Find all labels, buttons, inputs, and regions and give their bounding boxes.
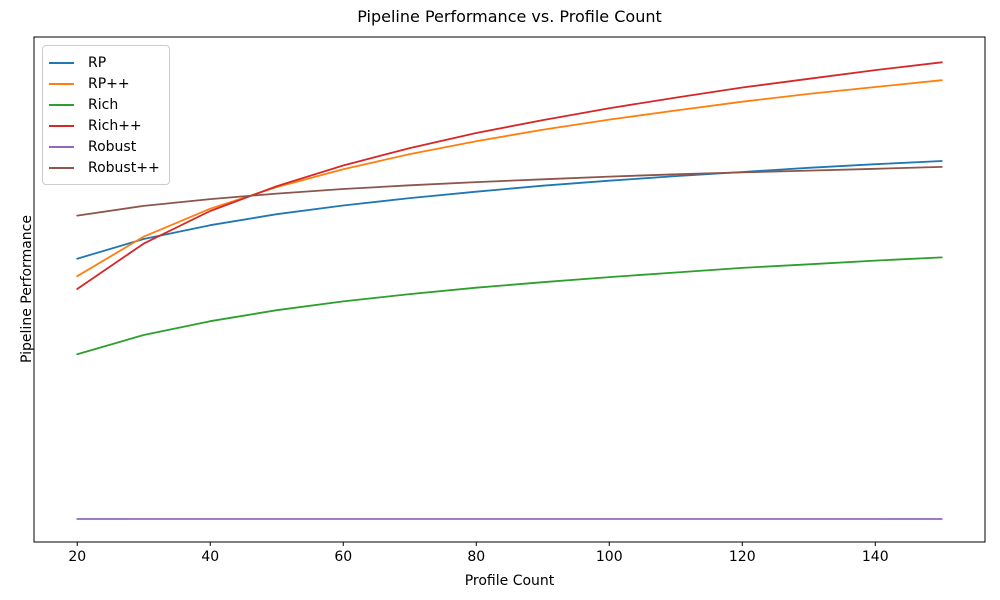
legend-item: RP++ xyxy=(49,73,160,94)
x-tick-label: 40 xyxy=(201,549,219,565)
legend-item: RP xyxy=(49,52,160,73)
legend-swatch xyxy=(49,82,74,85)
x-axis-label: Profile Count xyxy=(464,573,555,589)
legend-label: Robust xyxy=(88,138,137,155)
legend-label: Robust++ xyxy=(88,159,160,176)
legend-swatch xyxy=(49,124,74,127)
legend-swatch xyxy=(49,145,74,148)
legend: RP RP++ Rich Rich++ Robust Robust++ xyxy=(42,45,170,185)
x-tick-label: 60 xyxy=(334,549,352,565)
series-line-Rich xyxy=(76,256,943,356)
x-tick-label: 120 xyxy=(729,549,756,565)
chart-title: Pipeline Performance vs. Profile Count xyxy=(357,7,662,26)
series-line-RP++ xyxy=(76,79,943,278)
x-tick-label: 20 xyxy=(68,549,86,565)
plot-frame xyxy=(33,36,986,543)
legend-label: RP xyxy=(88,54,107,71)
legend-item: Robust xyxy=(49,136,160,157)
legend-item: Rich xyxy=(49,94,160,115)
legend-item: Rich++ xyxy=(49,115,160,136)
series-line-Rich++ xyxy=(76,61,943,290)
legend-swatch xyxy=(49,166,74,169)
x-tick-label: 100 xyxy=(596,549,623,565)
legend-label: Rich++ xyxy=(88,117,142,134)
legend-item: Robust++ xyxy=(49,157,160,178)
series-line-RP xyxy=(76,160,943,260)
series-line-Robust++ xyxy=(76,165,943,217)
x-tick-label: 140 xyxy=(862,549,889,565)
legend-swatch xyxy=(49,103,74,106)
legend-label: Rich xyxy=(88,96,119,113)
legend-label: RP++ xyxy=(88,75,130,92)
x-tick-label: 80 xyxy=(467,549,485,565)
legend-swatch xyxy=(49,61,74,64)
